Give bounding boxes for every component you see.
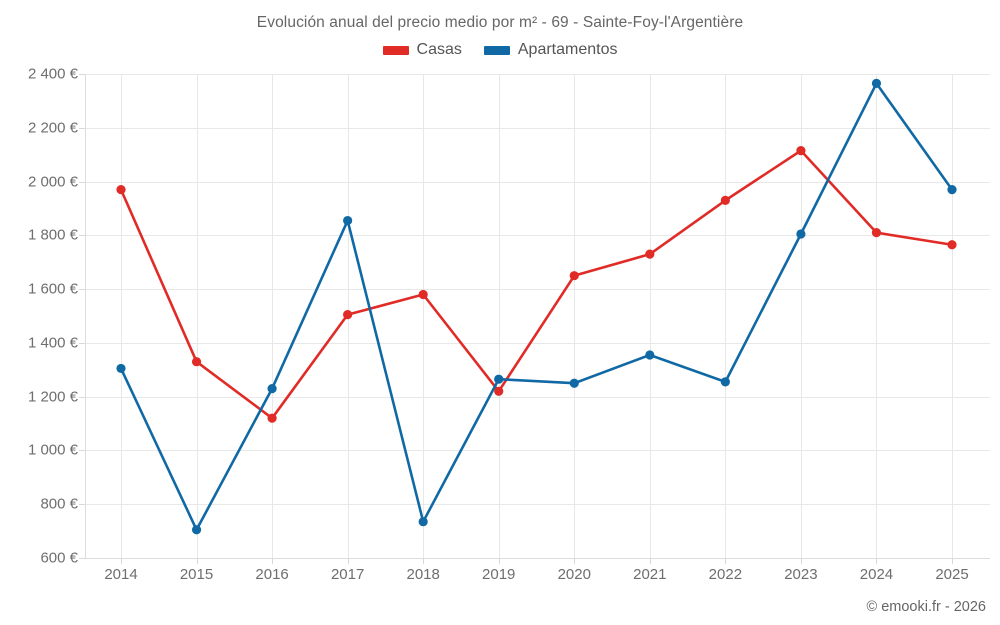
- x-axis-labels: 2014 2015 2016 2017 2018 2019 2020 2021 2022 2023…: [85, 566, 990, 590]
- data-point[interactable]: [418, 517, 428, 527]
- data-point[interactable]: [343, 310, 353, 320]
- y-axis-labels: 600 € 800 € 1 000 € 1 200 € 1 400 € 1 600 € 1 …: [0, 66, 78, 567]
- legend-item-casas[interactable]: Casas: [382, 41, 462, 59]
- data-point[interactable]: [116, 185, 126, 195]
- data-point[interactable]: [645, 350, 655, 360]
- plot-area: [79, 74, 990, 564]
- chart-legend: Casas Apartamentos: [0, 41, 1000, 59]
- x-tick-label: 2025: [935, 566, 969, 583]
- data-point[interactable]: [343, 215, 353, 226]
- data-point[interactable]: [569, 378, 579, 388]
- y-tick-label: 800 €: [40, 495, 78, 513]
- y-tick-label: 1 000 €: [27, 441, 78, 459]
- y-tick-label: 1 200 €: [27, 388, 78, 406]
- data-point[interactable]: [796, 229, 806, 239]
- data-point[interactable]: [720, 377, 730, 387]
- data-point[interactable]: [418, 289, 428, 300]
- x-tick-label: 2017: [330, 566, 365, 583]
- series-line-casas: [119, 149, 954, 420]
- x-tick-label: 2022: [708, 566, 743, 583]
- data-point[interactable]: [116, 363, 126, 374]
- y-tick-label: 1 400 €: [27, 334, 78, 352]
- legend-label-apartamentos: Apartamentos: [517, 41, 618, 58]
- data-point[interactable]: [267, 413, 277, 423]
- x-tick-label: 2018: [406, 566, 440, 583]
- x-tick-label: 2015: [179, 566, 214, 583]
- x-tick-label: 2021: [633, 566, 667, 583]
- legend-item-apartamentos[interactable]: Apartamentos: [483, 41, 618, 59]
- y-tick-label: 600 €: [40, 549, 78, 567]
- data-point[interactable]: [796, 146, 806, 156]
- legend-label-casas: Casas: [416, 41, 462, 58]
- data-point[interactable]: [494, 374, 504, 384]
- y-tick-label: 1 600 €: [27, 280, 78, 298]
- chart-series-layer: [116, 78, 957, 535]
- data-point[interactable]: [947, 240, 957, 250]
- y-tick-label: 2 000 €: [27, 173, 78, 191]
- data-point[interactable]: [871, 228, 882, 238]
- y-tick-label: 2 400 €: [27, 65, 78, 83]
- x-tick-label: 2016: [255, 566, 289, 583]
- data-point[interactable]: [191, 525, 202, 535]
- chart-title: Evolución anual del precio medio por m² …: [256, 14, 744, 31]
- data-point[interactable]: [569, 271, 579, 281]
- legend-swatch-apartamentos: [483, 45, 510, 55]
- y-tick-label: 1 800 €: [27, 226, 78, 244]
- credit-footer: © emooki.fr - 2026: [866, 599, 986, 615]
- data-point[interactable]: [267, 384, 277, 394]
- chart-gridlines: [79, 74, 990, 564]
- data-point[interactable]: [494, 386, 504, 396]
- y-tick-label: 2 200 €: [27, 119, 78, 137]
- data-point[interactable]: [720, 195, 730, 205]
- series-line-apartamentos: [119, 82, 954, 532]
- data-point[interactable]: [947, 185, 957, 195]
- x-tick-label: 2020: [557, 566, 591, 583]
- x-tick-label: 2024: [859, 566, 894, 583]
- data-point[interactable]: [645, 249, 655, 259]
- data-point[interactable]: [871, 78, 882, 89]
- x-tick-label: 2023: [784, 566, 818, 583]
- legend-swatch-casas: [382, 45, 409, 55]
- data-point[interactable]: [191, 357, 202, 367]
- x-tick-label: 2019: [482, 566, 516, 583]
- x-tick-label: 2014: [104, 566, 138, 583]
